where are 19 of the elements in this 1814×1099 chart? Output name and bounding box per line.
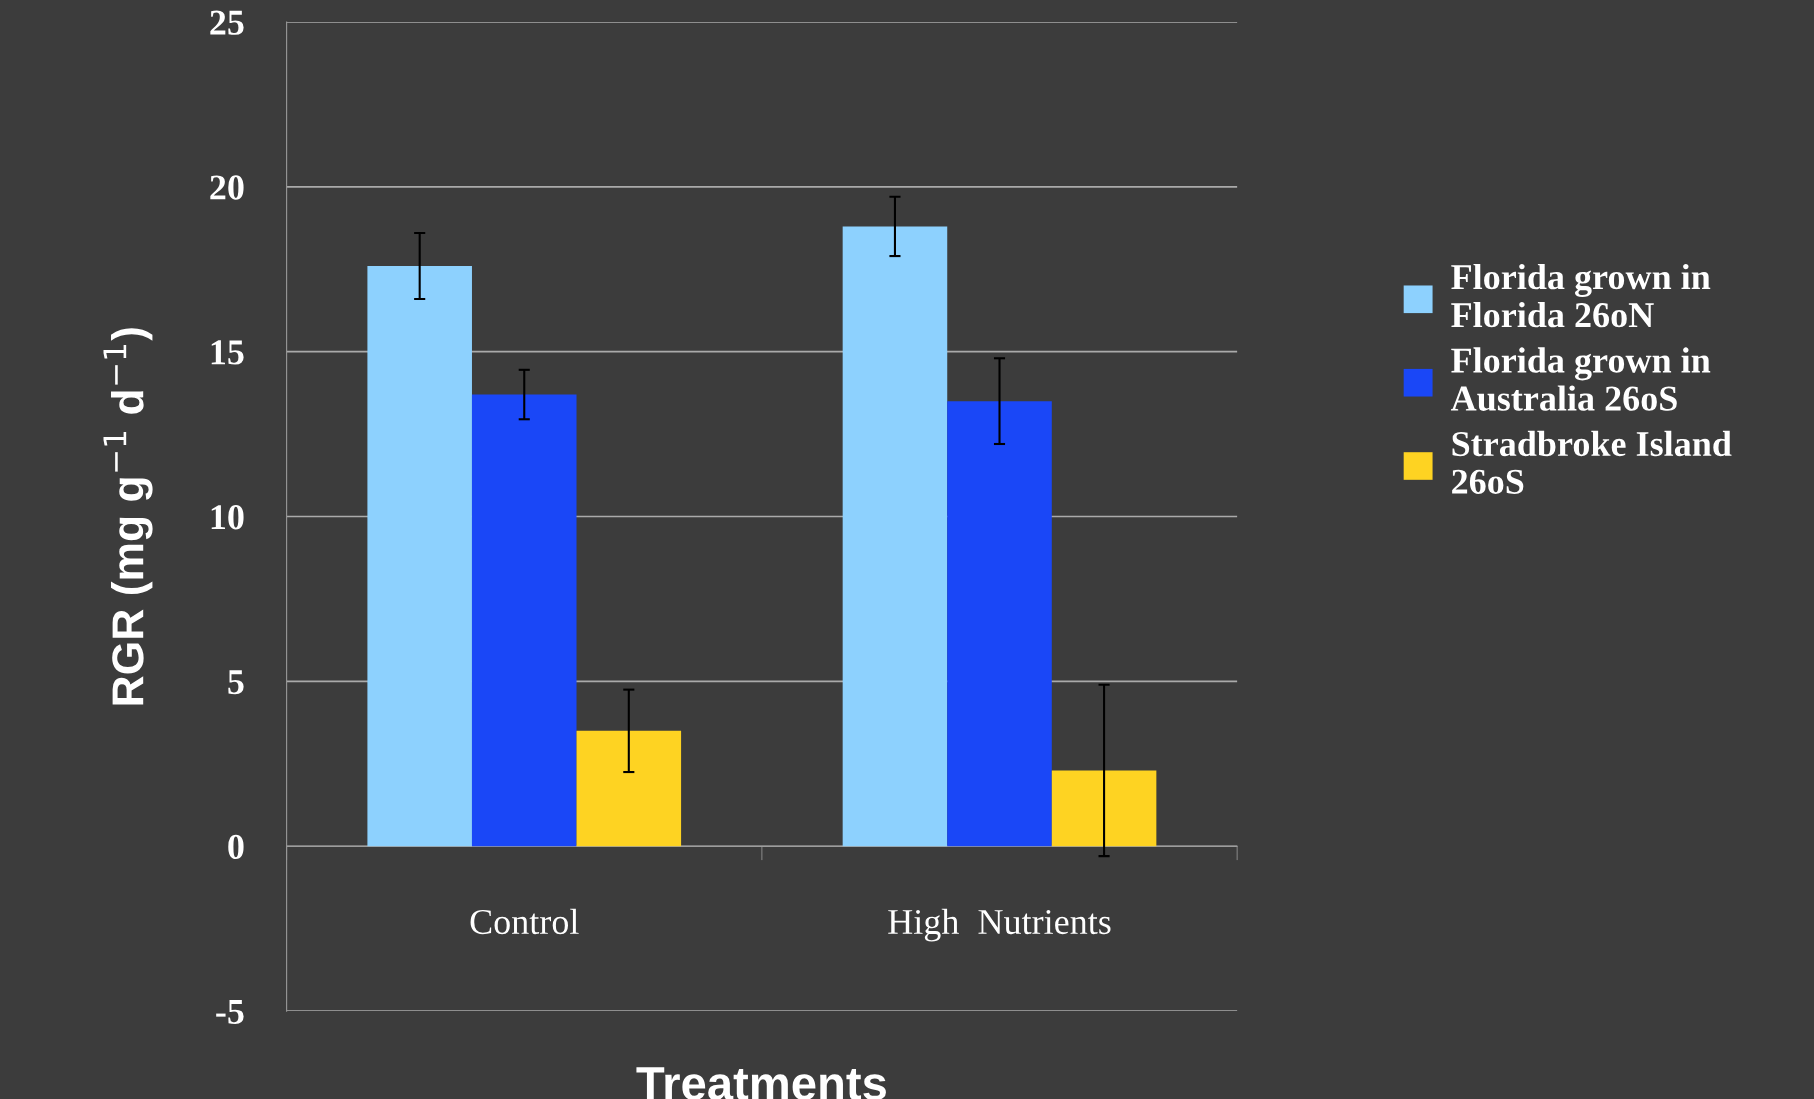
bar bbox=[367, 265, 472, 847]
x-tick-label: High Nutrients bbox=[888, 908, 1111, 942]
bar bbox=[842, 226, 948, 847]
y-tick-label: 15 bbox=[211, 340, 244, 365]
y-tick-label: 25 bbox=[210, 10, 244, 35]
y-tick-label: 5 bbox=[228, 670, 244, 695]
bar bbox=[947, 401, 1052, 847]
y-tick-label: 0 bbox=[228, 834, 244, 860]
legend-label: Florida grown in Florida 26oN bbox=[1451, 263, 1711, 328]
bar bbox=[471, 394, 577, 847]
y-tick-label: 10 bbox=[211, 505, 244, 530]
legend-label: Florida grown in Australia 26oS bbox=[1450, 347, 1711, 411]
bar bbox=[1051, 770, 1157, 847]
x-tick-label: Control bbox=[470, 908, 579, 935]
legend-label: Stradbroke Island 26oS bbox=[1452, 430, 1732, 494]
y-axis-title: RGR (mg g$^{−1}$ d$^{−1}$) bbox=[103, 328, 153, 705]
y-tick-label: 20 bbox=[210, 175, 244, 200]
bar bbox=[576, 730, 682, 847]
y-tick-label: -5 bbox=[216, 999, 244, 1024]
